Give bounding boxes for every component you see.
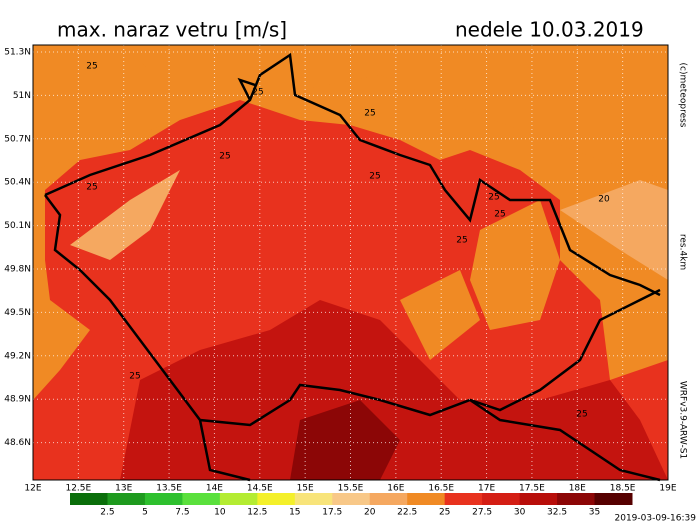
lon-label: 15E — [297, 484, 314, 494]
contour-label: 25 — [576, 410, 587, 420]
lat-label: 49.2N — [4, 351, 31, 361]
colorbar-label: 20 — [364, 508, 376, 518]
timestamp: 2019-03-09-16:39 — [615, 514, 697, 524]
model: WRFv3.9-ARW-S1 — [678, 381, 688, 459]
lat-label: 48.6N — [4, 438, 31, 448]
contour-label: 25 — [86, 62, 97, 72]
map — [33, 45, 668, 482]
contour-label: 25 — [364, 109, 375, 119]
lon-label: 14.5E — [247, 484, 273, 494]
lon-label: 14E — [206, 484, 223, 494]
colorbar-box — [519, 493, 558, 505]
border — [44, 52, 661, 482]
colorbar-box — [107, 493, 146, 505]
lat-label: 50.7N — [4, 134, 31, 144]
colorbar-label: 32.5 — [547, 508, 567, 518]
colorbar-label: 7.5 — [175, 508, 189, 518]
colorbar-label: 2.5 — [100, 508, 114, 518]
lat-label: 50.1N — [4, 221, 31, 231]
contour-label: 25 — [129, 372, 140, 382]
colorbar-box — [294, 493, 333, 505]
lon-label: 13.5E — [156, 484, 182, 494]
region — [120, 300, 668, 480]
resolution: res.4km — [678, 234, 688, 270]
copyright: (c)meteopress — [678, 63, 688, 128]
lon-label: 19E — [659, 484, 676, 494]
colorbar-label: 17.5 — [322, 508, 342, 518]
contour-label: 20 — [598, 195, 610, 205]
lon-label: 17E — [478, 484, 495, 494]
colorbar-box — [219, 493, 258, 505]
colorbar-label: 25 — [439, 508, 450, 518]
lat-label: 49.8N — [4, 265, 31, 275]
colorbar-label: 27.5 — [472, 508, 492, 518]
colorbar-label: 35 — [589, 508, 600, 518]
contour-label: 25 — [488, 193, 499, 203]
region — [290, 400, 400, 480]
colorbar-box — [444, 493, 483, 505]
colorbar-label: 12.5 — [247, 508, 267, 518]
lon-label: 18.5E — [610, 484, 636, 494]
colorbar-box — [182, 493, 221, 505]
date: nedele 10.03.2019 — [455, 18, 644, 42]
lon-label: 16.5E — [428, 484, 454, 494]
colorbar-box — [144, 493, 183, 505]
colorbar-label: 10 — [214, 508, 226, 518]
lon-label: 16E — [387, 484, 404, 494]
colorbar-box — [70, 493, 108, 505]
colorbar-box — [407, 493, 446, 505]
colorbar-box — [257, 493, 296, 505]
contour-label: 25 — [494, 210, 505, 220]
colorbar-label: 22.5 — [397, 508, 417, 518]
contour-label: 25 — [86, 183, 97, 193]
contour-label: 25 — [369, 172, 380, 182]
region — [33, 45, 668, 180]
colorbar-label: 15 — [289, 508, 300, 518]
colorbar-box — [482, 493, 521, 505]
colorbar: 2.5 5 7.5 10 12.5 15 17.5 20 22.5 25 27.5 30 32.5 35 — [70, 493, 633, 518]
lon-label: 18E — [569, 484, 586, 494]
lat-label: 50.4N — [4, 178, 31, 188]
colorbar-box — [557, 493, 596, 505]
lon-label: 13E — [115, 484, 132, 494]
lon-label: 17.5E — [519, 484, 545, 494]
contour-label: 25 — [219, 152, 230, 162]
map-frame — [32, 44, 669, 481]
lat-label: 49.5N — [4, 308, 31, 318]
colorbar-box — [594, 493, 633, 505]
contour-label: 25 — [252, 88, 263, 98]
colorbar-label: 30 — [514, 508, 526, 518]
lon-label: 12E — [24, 484, 41, 494]
lat-label: 48.9N — [4, 395, 31, 405]
title: max. naraz vetru [m/s] — [57, 18, 287, 42]
lon-label: 15.5E — [338, 484, 364, 494]
graticule: 51.3N 51N 50.7N 50.4N 50.1N 49.8N 49.5N 49.2N 48… — [4, 45, 677, 494]
region — [400, 200, 560, 360]
contour-label: 25 — [456, 236, 467, 246]
colorbar-box — [369, 493, 408, 505]
lat-label: 51N — [13, 91, 31, 101]
colorbar-label: 5 — [142, 508, 148, 518]
colorbar-box — [332, 493, 371, 505]
lon-label: 12.5E — [65, 484, 91, 494]
lat-label: 51.3N — [4, 48, 31, 58]
